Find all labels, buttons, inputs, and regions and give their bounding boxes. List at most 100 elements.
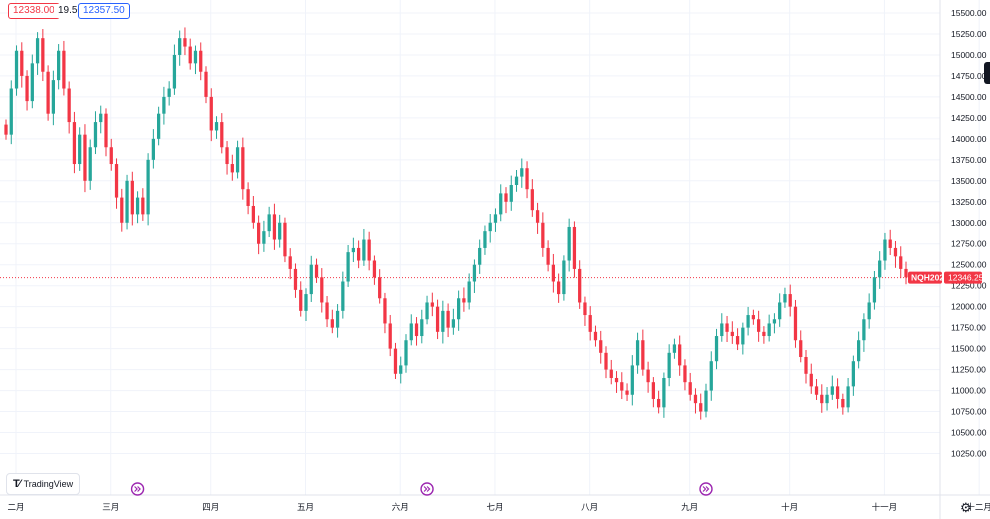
candle-body <box>509 185 513 202</box>
candle-body <box>109 147 113 165</box>
candle-body <box>530 189 534 211</box>
candle-body <box>335 310 340 328</box>
candle-body <box>820 394 824 404</box>
candle-body <box>14 50 19 89</box>
candle-body <box>209 96 213 131</box>
candle-body <box>457 298 461 320</box>
candle-body <box>472 264 477 282</box>
candle-body <box>430 302 434 307</box>
candle-body <box>346 252 350 282</box>
candle-body <box>378 277 382 299</box>
y-tick-label: 13000.00 <box>951 218 987 228</box>
last-price-tag-label: 12346.25 <box>948 273 984 283</box>
candle-body <box>104 113 108 148</box>
candle-body <box>604 352 608 370</box>
candle-body <box>841 398 845 408</box>
y-tick-label: 14750.00 <box>951 71 987 81</box>
candle-body <box>435 306 440 332</box>
y-tick-label: 10250.00 <box>951 449 987 459</box>
tradingview-logo[interactable]: T⁄ TradingView <box>6 473 81 495</box>
x-tick-label: 六月 <box>392 502 409 512</box>
candle-body <box>709 361 713 391</box>
y-tick-label: 14500.00 <box>951 92 987 102</box>
candle-body <box>67 88 71 123</box>
candle-body <box>51 80 55 114</box>
candle-body <box>425 302 429 320</box>
candle-body <box>593 331 598 341</box>
candle-body <box>230 164 234 173</box>
candle-body <box>93 122 98 148</box>
candle-body <box>699 403 703 412</box>
candle-body <box>414 323 419 337</box>
x-tick-label: 七月 <box>486 502 503 512</box>
candle-body <box>35 38 40 64</box>
x-tick-label: 四月 <box>202 502 219 512</box>
tradingview-logo-icon: T⁄ <box>13 478 21 490</box>
y-tick-label: 10750.00 <box>951 407 987 417</box>
candle-body <box>393 348 398 374</box>
candle-body <box>493 214 498 223</box>
candle-body <box>30 63 34 102</box>
candle-body <box>793 306 798 341</box>
candle-body <box>78 134 82 165</box>
candle-body <box>688 382 692 395</box>
candle-body <box>62 50 66 89</box>
candle-body <box>809 373 813 387</box>
candle-body <box>251 205 255 223</box>
candle-body <box>825 394 829 404</box>
candle-body <box>904 268 908 278</box>
candle-body <box>478 247 482 265</box>
candle-body <box>120 197 124 223</box>
candle-body <box>125 180 129 223</box>
scroll-handle[interactable] <box>984 62 990 84</box>
y-tick-label: 13750.00 <box>951 155 987 165</box>
candle-body <box>846 386 850 408</box>
candle-body <box>730 331 734 337</box>
candle-body <box>88 147 92 181</box>
candle-body <box>330 319 334 328</box>
candle-body <box>804 357 808 374</box>
candle-body <box>741 327 745 345</box>
symbol-tag <box>908 271 942 284</box>
candle-body <box>357 247 361 261</box>
y-tick-label: 12500.00 <box>951 260 987 270</box>
x-tick-label: 五月 <box>297 502 314 512</box>
candle-body <box>814 386 819 395</box>
candle-body <box>562 260 566 295</box>
candle-body <box>725 323 729 332</box>
candle-body <box>467 281 471 303</box>
y-tick-label: 13500.00 <box>951 176 987 186</box>
candle-body <box>520 168 524 177</box>
candle-body <box>304 294 308 311</box>
candle-body <box>399 365 403 374</box>
candle-body <box>899 256 903 269</box>
candle-body <box>830 386 834 395</box>
y-tick-label: 14000.00 <box>951 134 987 144</box>
candle-body <box>199 50 203 72</box>
candle-body <box>662 377 666 408</box>
candle-body <box>599 340 603 353</box>
candle-body <box>167 88 171 97</box>
candle-body <box>388 323 392 349</box>
candle-body <box>309 264 313 295</box>
y-tick-label: 12750.00 <box>951 239 987 249</box>
candle-body <box>162 96 166 114</box>
candle-body <box>862 319 866 341</box>
candle-body <box>4 124 8 135</box>
candle-body <box>704 390 708 412</box>
candle-body <box>257 222 261 244</box>
gear-icon[interactable]: ⚙ <box>960 500 972 515</box>
bid-price[interactable]: 12338.00 <box>8 3 60 19</box>
candle-body <box>888 239 892 248</box>
candle-body <box>288 256 292 269</box>
candle-body <box>188 46 192 64</box>
candle-body <box>146 159 150 215</box>
candle-body <box>114 164 119 198</box>
candle-body <box>557 281 561 295</box>
ask-price[interactable]: 12357.50 <box>78 3 130 19</box>
candle-body <box>420 319 424 337</box>
candle-body <box>883 239 887 261</box>
candle-body <box>757 319 761 332</box>
